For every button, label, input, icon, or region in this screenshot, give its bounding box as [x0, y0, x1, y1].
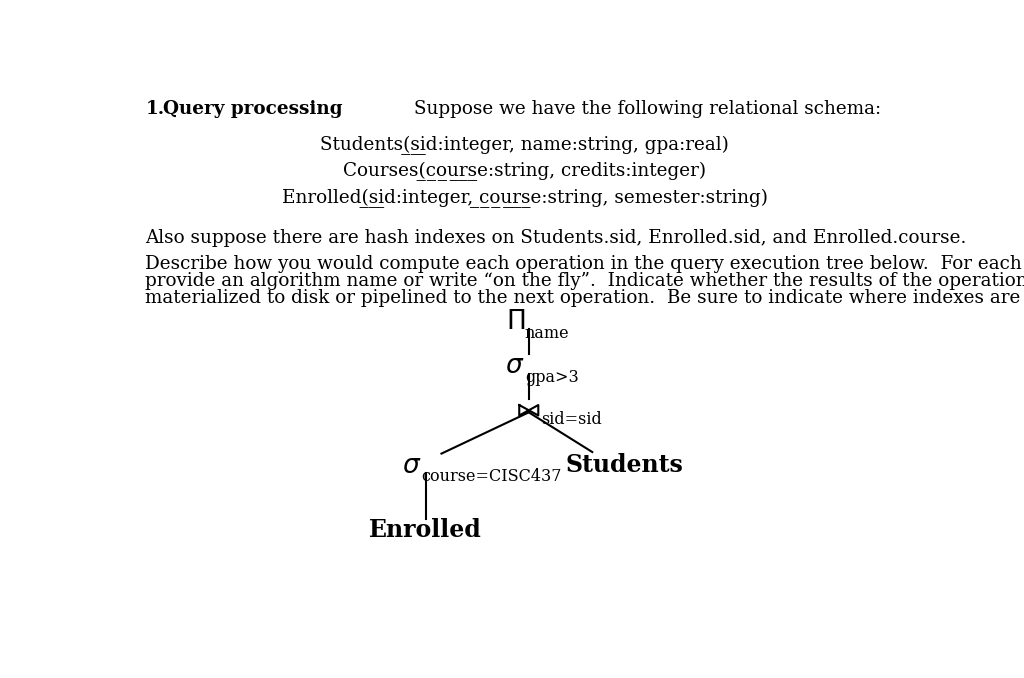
Text: provide an algorithm name or write “on the fly”.  Indicate whether the results o: provide an algorithm name or write “on t… — [145, 272, 1024, 290]
Text: $\sigma$: $\sigma$ — [506, 353, 524, 378]
Text: $\sigma$: $\sigma$ — [402, 453, 422, 477]
Text: Suppose we have the following relational schema:: Suppose we have the following relational… — [414, 100, 881, 117]
Text: materialized to disk or pipelined to the next operation.  Be sure to indicate wh: materialized to disk or pipelined to the… — [145, 289, 1024, 307]
Text: course=CISC437: course=CISC437 — [422, 468, 562, 485]
Text: Students(̲s̲i̲d:integer, name:string, gpa:real): Students(̲s̲i̲d:integer, name:string, gp… — [321, 136, 729, 155]
Text: Also suppose there are hash indexes on Students.sid, Enrolled.sid, and Enrolled.: Also suppose there are hash indexes on S… — [145, 228, 967, 247]
Text: gpa>3: gpa>3 — [524, 369, 579, 386]
Text: Query processing: Query processing — [163, 100, 342, 117]
Text: Students: Students — [565, 453, 683, 477]
Text: $\Pi$: $\Pi$ — [506, 309, 524, 334]
Text: Courses(̲c̲o̲u̲r̲s̲e:string, credits:integer): Courses(̲c̲o̲u̲r̲s̲e:string, credits:int… — [343, 162, 707, 182]
Text: Enrolled(̲s̲i̲d:integer, ̲c̲o̲u̲r̲s̲e:string, semester:string): Enrolled(̲s̲i̲d:integer, ̲c̲o̲u̲r̲s̲e:st… — [282, 188, 768, 207]
Text: name: name — [524, 325, 569, 342]
Text: Enrolled: Enrolled — [370, 519, 482, 542]
Text: 1.: 1. — [145, 100, 165, 117]
Text: sid=sid: sid=sid — [541, 412, 601, 428]
Text: Describe how you would compute each operation in the query execution tree below.: Describe how you would compute each oper… — [145, 255, 1024, 273]
